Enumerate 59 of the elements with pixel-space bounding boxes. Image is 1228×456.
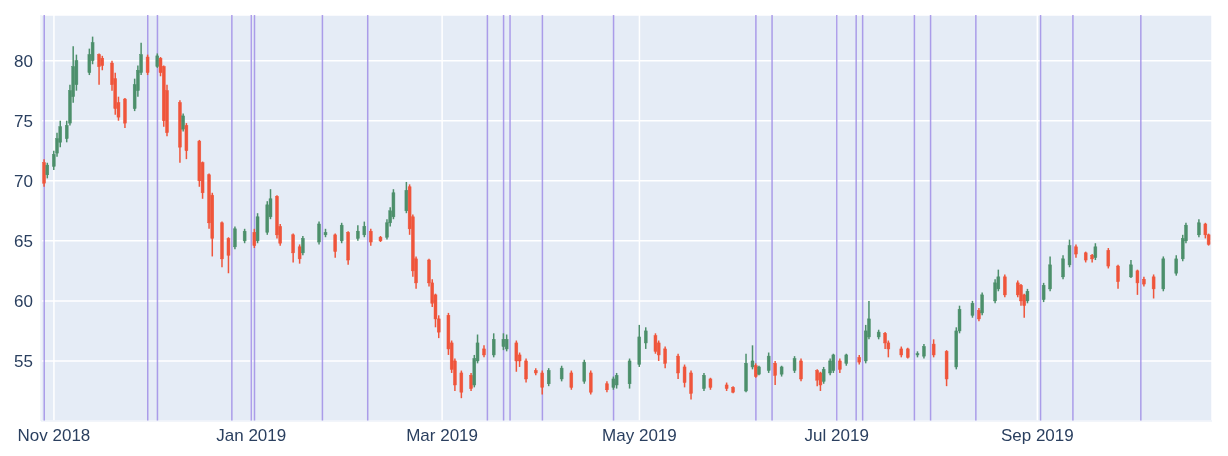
candlestick bbox=[540, 369, 544, 396]
candlestick bbox=[627, 357, 632, 390]
candlestick bbox=[582, 358, 586, 385]
x-tick-label: May 2019 bbox=[602, 426, 677, 446]
candlestick bbox=[1174, 254, 1178, 277]
candlestick bbox=[1106, 247, 1111, 270]
candlestick bbox=[799, 357, 803, 383]
candlestick bbox=[682, 363, 687, 389]
candlestick bbox=[469, 372, 473, 392]
candlestick bbox=[766, 351, 771, 374]
candlestick bbox=[524, 357, 528, 384]
candlestick bbox=[181, 112, 185, 133]
candlestick bbox=[663, 345, 667, 369]
candlestick bbox=[980, 291, 984, 317]
candlestick bbox=[291, 232, 295, 264]
candlestick bbox=[750, 344, 755, 371]
candlestick bbox=[931, 338, 936, 359]
x-tick-label: Nov 2018 bbox=[17, 426, 91, 446]
y-tick-label: 55 bbox=[14, 351, 33, 371]
x-tick-label: Sep 2019 bbox=[1000, 426, 1074, 446]
candlestick bbox=[1067, 238, 1072, 268]
candlestick bbox=[297, 243, 302, 265]
candlestick bbox=[42, 158, 46, 188]
x-tick-label: Jan 2019 bbox=[216, 426, 287, 446]
candlestick bbox=[252, 228, 257, 249]
y-tick-label: 75 bbox=[14, 111, 33, 131]
candlestick bbox=[301, 235, 305, 256]
candlestick bbox=[1041, 282, 1046, 303]
candlestick bbox=[1003, 273, 1007, 299]
candlestick bbox=[317, 220, 321, 246]
x-tick-label: Jul 2019 bbox=[804, 426, 869, 446]
candlestick bbox=[404, 181, 409, 214]
candlestick bbox=[1116, 264, 1120, 290]
y-tick-label: 80 bbox=[14, 51, 33, 71]
candlestick bbox=[644, 326, 648, 350]
y-tick-label: 65 bbox=[14, 231, 33, 251]
candlestick bbox=[1135, 268, 1140, 296]
candlestick bbox=[773, 360, 777, 386]
candlestick bbox=[1197, 218, 1201, 238]
candlestick bbox=[589, 369, 593, 396]
candlestick bbox=[689, 369, 693, 401]
candlestick bbox=[547, 367, 551, 387]
candlestick bbox=[676, 352, 680, 380]
candlestick bbox=[233, 225, 237, 250]
candlestick bbox=[145, 53, 150, 76]
y-tick-label: 60 bbox=[14, 291, 33, 311]
candlestick bbox=[702, 372, 706, 392]
candlestick bbox=[1019, 283, 1023, 307]
candlestick bbox=[333, 232, 337, 259]
candlestick bbox=[569, 369, 574, 391]
candlestick bbox=[459, 369, 464, 399]
candlestick bbox=[1061, 254, 1065, 281]
x-tick-label: Mar 2019 bbox=[406, 426, 479, 446]
candlestick bbox=[1151, 273, 1156, 300]
y-tick-label: 70 bbox=[14, 171, 33, 191]
candlestick bbox=[339, 222, 344, 244]
candlestick bbox=[492, 332, 496, 359]
candlestick bbox=[97, 52, 101, 86]
candlestick bbox=[226, 236, 231, 274]
